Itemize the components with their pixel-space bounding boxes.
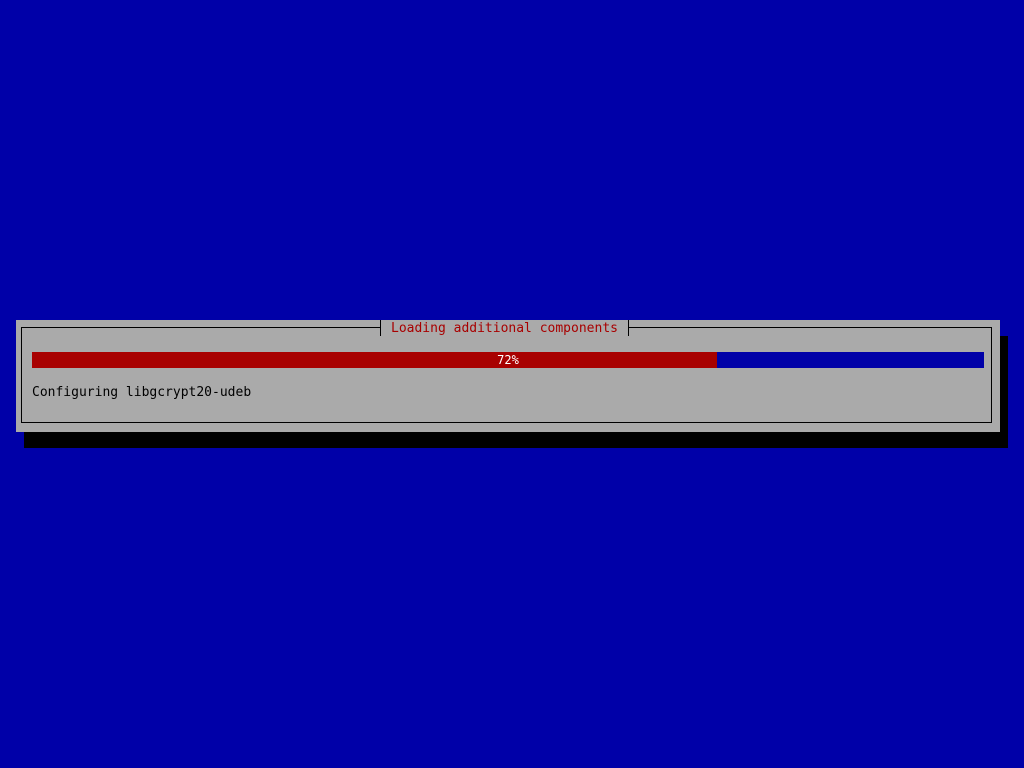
progress-dialog: Loading additional components 72% Config… xyxy=(16,320,1000,432)
progress-bar-fill xyxy=(32,352,718,368)
progress-bar: 72% xyxy=(32,352,984,368)
dialog-frame xyxy=(21,327,992,423)
dialog-title: Loading additional components xyxy=(380,320,629,336)
status-text: Configuring libgcrypt20-udeb xyxy=(32,385,252,400)
progress-percent: 72% xyxy=(497,353,519,367)
